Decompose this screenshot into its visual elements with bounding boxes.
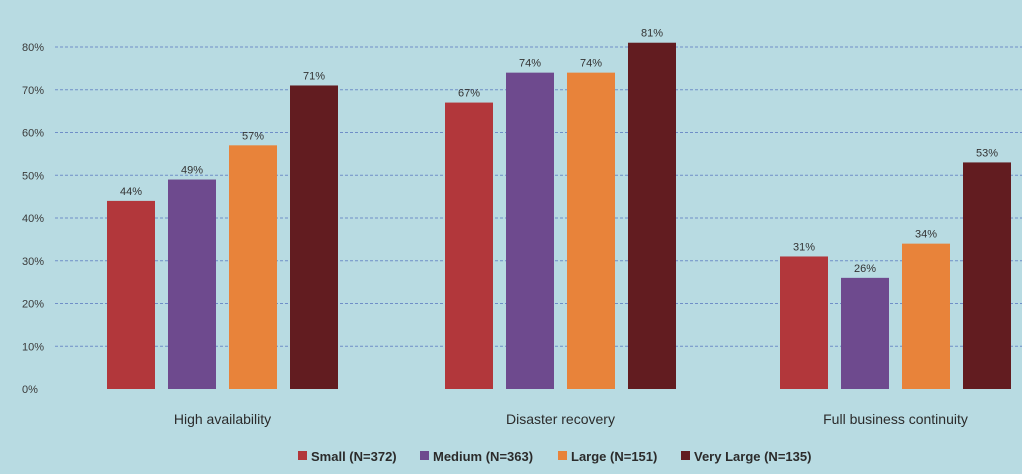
x-axis-categories: High availability Disaster recovery Full b… xyxy=(174,411,968,427)
bar xyxy=(628,42,676,389)
bar xyxy=(567,72,615,390)
y-axis-ticks: 0% 10% 20% 30% 40% 50% 60% 70% 80% xyxy=(22,42,44,396)
data-label: 49% xyxy=(181,165,203,177)
y-tick-label: 80% xyxy=(22,42,44,54)
data-label: 34% xyxy=(915,229,937,241)
data-label: 74% xyxy=(519,58,541,70)
legend-swatch xyxy=(420,451,429,460)
data-label: 67% xyxy=(458,88,480,100)
category-label: High availability xyxy=(174,411,271,427)
data-label: 81% xyxy=(641,28,663,40)
bar xyxy=(902,243,950,389)
legend-label: Small (N=372) xyxy=(311,449,397,464)
legend: Small (N=372) Medium (N=363) Large (N=151)… xyxy=(298,449,811,464)
category-label: Disaster recovery xyxy=(506,411,615,427)
legend-swatch xyxy=(681,451,690,460)
bar xyxy=(168,179,216,389)
data-label: 31% xyxy=(793,241,815,253)
bars xyxy=(107,42,1011,390)
bar xyxy=(780,256,828,389)
y-tick-label: 40% xyxy=(22,213,44,225)
data-label: 74% xyxy=(580,58,602,70)
legend-swatch xyxy=(298,451,307,460)
y-tick-label: 60% xyxy=(22,128,44,140)
bar xyxy=(107,200,155,389)
data-label: 53% xyxy=(976,147,998,159)
legend-label: Large (N=151) xyxy=(571,449,657,464)
category-label: Full business continuity xyxy=(823,411,968,427)
bar xyxy=(229,145,277,389)
y-tick-label: 70% xyxy=(22,85,44,97)
y-tick-label: 30% xyxy=(22,256,44,268)
legend-label: Very Large (N=135) xyxy=(694,449,811,464)
data-label: 26% xyxy=(854,263,876,275)
data-label: 57% xyxy=(242,130,264,142)
bar xyxy=(506,72,554,390)
legend-swatch xyxy=(558,451,567,460)
data-labels: 44% 49% 57% 71% 67% 74% 74% 81% 31% 26% 34% 53% xyxy=(120,28,998,275)
legend-label: Medium (N=363) xyxy=(433,449,533,464)
data-label: 44% xyxy=(120,186,142,198)
y-tick-label: 0% xyxy=(22,384,38,396)
bar xyxy=(290,85,338,389)
y-tick-label: 10% xyxy=(22,341,44,353)
bar xyxy=(445,102,493,389)
y-tick-label: 20% xyxy=(22,299,44,311)
data-label: 71% xyxy=(303,70,325,82)
bar xyxy=(841,277,889,389)
bar xyxy=(963,162,1011,389)
y-tick-label: 50% xyxy=(22,170,44,182)
